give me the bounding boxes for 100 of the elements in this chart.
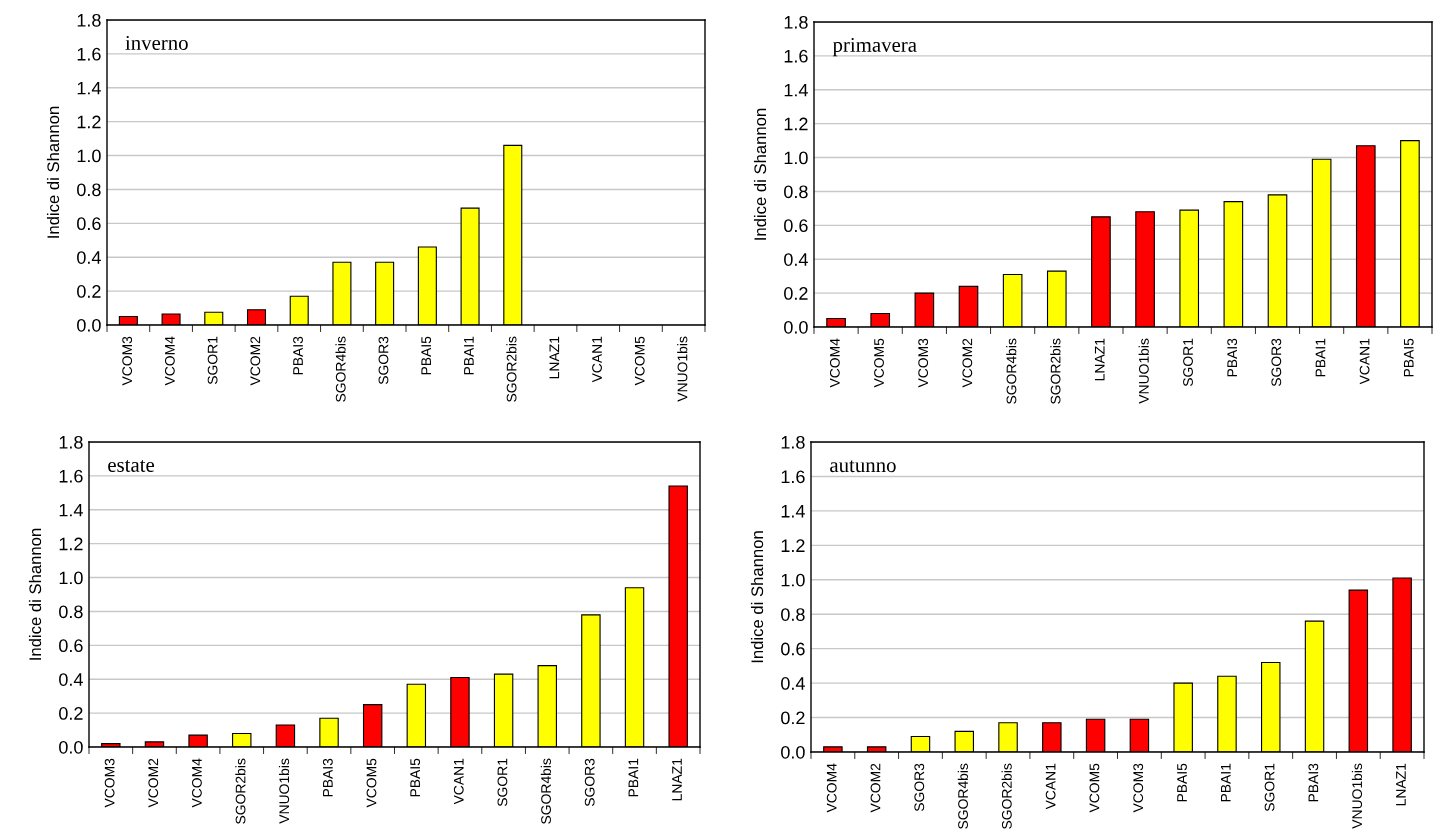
x-tick-label: VNUO1bis [1351, 763, 1363, 829]
x-tick-label: SGOR1 [1183, 338, 1193, 387]
x-tick-label: SGOR2bis [235, 758, 246, 824]
y-tick-label: 0.6 [59, 639, 83, 653]
x-tick-label: VCOM3 [104, 758, 115, 808]
x-tick-label: VCOM2 [250, 336, 261, 386]
y-tick-label: 1.0 [781, 573, 805, 587]
x-tick-label: VCOM5 [1089, 763, 1100, 813]
y-tick-label: 1.8 [59, 435, 83, 449]
y-tick-label: 0.2 [784, 287, 808, 300]
y-tick-label: 0.0 [77, 318, 101, 332]
y-tick-label: 0.4 [784, 253, 808, 266]
x-tick-label: PBAI1 [1315, 338, 1326, 377]
x-tick-label: SGOR4bis [540, 758, 551, 824]
x-tick-label: VCAN1 [592, 336, 602, 383]
y-tick-label: 1.4 [59, 503, 83, 517]
x-tick-label: PBAI1 [464, 336, 474, 375]
x-tick-label: SGOR3 [378, 336, 389, 385]
x-tick-label: VNUO1bis [1138, 338, 1149, 404]
x-tick-label: VCOM3 [122, 336, 133, 386]
y-tick-label: 0.2 [781, 711, 805, 725]
y-tick-label: 0.0 [781, 745, 805, 759]
x-tick-label: PBAI3 [293, 336, 303, 375]
x-tick-label: VCAN1 [453, 758, 464, 805]
y-axis-title: Indice di Shannon [46, 106, 60, 238]
y-tick-label: 0.8 [784, 185, 808, 199]
y-tick-label: 0.6 [77, 217, 101, 231]
y-tick-label: 0.2 [59, 707, 83, 720]
y-tick-label: 0.4 [77, 251, 101, 264]
x-tick-label: PBAI3 [1227, 338, 1238, 377]
y-tick-label: 1.2 [77, 115, 101, 129]
y-tick-label: 0.0 [784, 320, 808, 334]
y-tick-label: 1.6 [784, 49, 808, 63]
y-tick-label: 0.4 [781, 677, 805, 690]
x-tick-label: VCOM5 [366, 758, 377, 808]
x-tick-label: VCAN1 [1045, 763, 1056, 810]
x-tick-label: VCOM2 [870, 763, 881, 813]
x-tick-label: SGOR4bis [957, 763, 968, 829]
x-tick-label: SGOR3 [914, 763, 925, 812]
x-tick-label: PBAI3 [322, 758, 333, 797]
text: autunno [830, 460, 896, 473]
x-tick-label: VCOM2 [148, 758, 159, 808]
y-tick-label: 0.8 [781, 608, 805, 621]
x-tick-label: SGOR2bis [506, 336, 517, 402]
y-tick-label: 0.4 [59, 673, 83, 686]
x-tick-label: PBAI1 [1221, 763, 1231, 802]
y-tick-label: 1.0 [784, 151, 808, 165]
y-tick-label: 0.8 [59, 605, 83, 619]
x-tick-label: VCAN1 [1359, 338, 1370, 385]
y-axis-title: Indice di Shannon [28, 528, 42, 660]
y-tick-label: 1.6 [77, 47, 101, 61]
x-tick-label: PBAI5 [421, 336, 432, 375]
x-tick-label: SGOR2bis [1001, 763, 1012, 829]
x-tick-label: VCOM5 [874, 338, 884, 388]
text: estate [108, 459, 155, 472]
x-tick-label: VNUO1bis [278, 758, 290, 824]
x-tick-label: VCOM4 [192, 758, 202, 808]
y-tick-label: 0.0 [59, 740, 83, 754]
y-axis-title: Indice di Shannon [750, 531, 764, 663]
y-tick-label: 1.4 [781, 505, 805, 518]
y-tick-label: 1.4 [784, 83, 808, 97]
x-tick-label: PBAI5 [410, 758, 421, 797]
y-tick-label: 1.6 [781, 470, 805, 484]
x-tick-label: SGOR3 [1271, 338, 1282, 387]
y-tick-label: 1.8 [781, 435, 805, 449]
x-tick-label: SGOR3 [584, 758, 595, 807]
y-tick-label: 1.2 [781, 539, 805, 552]
y-tick-label: 0.2 [77, 285, 101, 298]
x-tick-label: LNAZ1 [549, 336, 560, 379]
y-tick-label: 1.6 [59, 469, 83, 483]
x-tick-label: SGOR1 [497, 758, 508, 807]
x-tick-label: VCOM3 [1133, 763, 1144, 813]
y-tick-label: 1.0 [77, 149, 101, 163]
y-tick-label: 1.4 [77, 81, 101, 95]
y-tick-label: 1.2 [784, 117, 808, 131]
x-tick-label: VCOM4 [164, 336, 175, 386]
x-tick-label: SGOR2bis [1050, 338, 1061, 404]
y-tick-label: 1.0 [59, 571, 83, 585]
x-tick-label: VCOM5 [634, 336, 645, 386]
x-tick-label: VCOM4 [829, 338, 840, 388]
x-tick-label: VNUO1bis [677, 336, 688, 402]
text: inverno [125, 35, 188, 50]
text: primavera [832, 37, 917, 57]
x-tick-label: VCOM2 [962, 338, 973, 388]
x-tick-label: SGOR1 [1264, 763, 1275, 812]
x-tick-label: PBAI1 [628, 758, 639, 797]
y-axis-title: Indice di Shannon [753, 108, 767, 240]
x-tick-label: SGOR4bis [335, 336, 346, 402]
x-tick-label: VCOM4 [826, 763, 837, 813]
x-tick-label: SGOR1 [207, 336, 218, 385]
x-tick-label: PBAI5 [1403, 338, 1414, 377]
x-tick-label: LNAZ1 [1094, 338, 1105, 381]
y-tick-label: 0.6 [781, 642, 805, 656]
y-tick-label: 1.2 [59, 537, 83, 551]
x-tick-label: VCOM3 [918, 338, 929, 388]
x-tick-label: LNAZ1 [672, 758, 682, 801]
y-tick-label: 0.8 [77, 183, 101, 197]
y-tick-label: 1.8 [77, 13, 101, 27]
x-tick-label: LNAZ1 [1396, 763, 1406, 806]
y-tick-label: 0.6 [784, 219, 808, 233]
